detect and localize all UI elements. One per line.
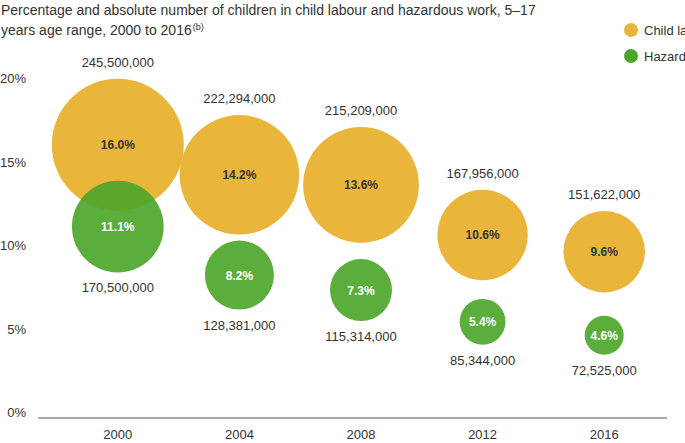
size-label: 245,500,000	[82, 55, 154, 70]
data-label: 10.6%	[466, 228, 500, 242]
title-line: years age range, 2000 to 2016	[1, 22, 192, 38]
title-line: Percentage and absolute number of childr…	[1, 2, 536, 18]
legend: Child labour Hazardous work	[624, 23, 685, 64]
data-label: 7.3%	[347, 284, 375, 298]
labels: 16.0% 245,500,000 14.2% 222,294,000 13.6% 215…	[82, 55, 641, 378]
data-label: 11.1%	[101, 220, 135, 234]
legend-label: Hazardous work	[644, 49, 685, 64]
size-label: 215,209,000	[325, 103, 397, 118]
data-label: 16.0%	[101, 138, 135, 152]
x-tick-label: 2000	[103, 427, 132, 442]
y-tick-label: 20%	[0, 71, 26, 86]
bubble	[460, 299, 506, 345]
y-tick-label: 0%	[7, 405, 26, 420]
bubble	[72, 181, 164, 273]
bubble	[303, 127, 419, 243]
bubble	[563, 211, 645, 293]
data-label: 13.6%	[344, 178, 378, 192]
x-axis-line	[38, 418, 667, 419]
size-label: 72,525,000	[572, 363, 637, 378]
x-tick-label: 2012	[468, 427, 497, 442]
axes: 0% 5% 10% 15% 20% 2000 2004 2008 2012 2016	[0, 71, 667, 442]
y-tick-label: 5%	[7, 322, 26, 337]
bubble	[437, 190, 527, 280]
legend-label: Child labour	[644, 23, 685, 38]
y-tick-label: 15%	[0, 155, 26, 170]
chart: Percentage and absolute number of childr…	[0, 0, 685, 443]
marks	[52, 79, 645, 355]
x-tick-label: 2016	[590, 427, 619, 442]
size-label: 115,314,000	[325, 329, 396, 344]
size-label: 85,344,000	[450, 353, 515, 368]
data-label: 4.6%	[591, 329, 619, 343]
legend-swatch	[624, 23, 638, 37]
title-group: Percentage and absolute number of childr…	[1, 2, 536, 38]
series-1	[72, 181, 624, 355]
y-tick-label: 10%	[0, 238, 26, 253]
title-superscript: (b)	[193, 22, 204, 32]
title: Percentage and absolute number of childr…	[1, 2, 536, 38]
legend-swatch	[624, 49, 638, 63]
series-0	[52, 79, 645, 293]
bubble	[330, 259, 392, 321]
data-label: 14.2%	[222, 168, 256, 182]
bubble	[180, 115, 300, 235]
bubble	[205, 241, 274, 310]
x-tick-label: 2004	[225, 427, 254, 442]
data-label: 8.2%	[226, 269, 254, 283]
size-label: 151,622,000	[568, 187, 640, 202]
size-label: 128,381,000	[203, 318, 275, 333]
size-label: 222,294,000	[203, 91, 275, 106]
size-label: 167,956,000	[446, 166, 518, 181]
x-tick-label: 2008	[347, 427, 376, 442]
data-label: 9.6%	[591, 245, 619, 259]
bubble	[585, 316, 624, 355]
data-label: 5.4%	[469, 315, 497, 329]
size-label: 170,500,000	[82, 280, 154, 295]
